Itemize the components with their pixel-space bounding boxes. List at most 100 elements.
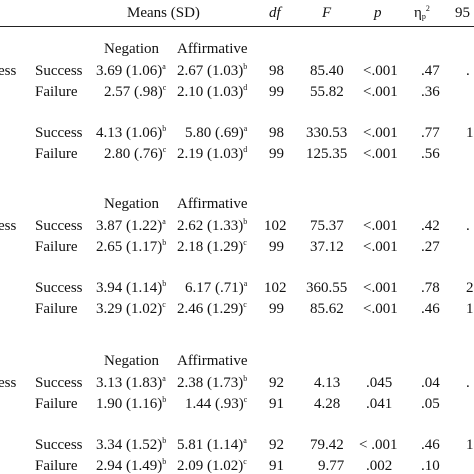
affirmative-value: 5.80 (.69)a bbox=[185, 124, 248, 141]
p-value: <.001 bbox=[363, 218, 398, 234]
affirmative-value: 2.18 (1.29)c bbox=[177, 238, 247, 255]
affirmative-value: 2.09 (1.02)c bbox=[177, 457, 247, 474]
affirmative-value: 6.17 (.71)a bbox=[185, 279, 248, 296]
col-affirmative-label: Affirmative bbox=[177, 353, 248, 369]
df-value: 99 bbox=[269, 146, 284, 162]
negation-value: 4.13 (1.06)b bbox=[96, 124, 167, 141]
eta-value: .05 bbox=[421, 396, 440, 412]
negation-value: 2.80 (.76)c bbox=[104, 145, 167, 162]
p-value: .041 bbox=[366, 396, 393, 412]
ci-value: 1 bbox=[466, 125, 474, 141]
affirmative-value: 1.44 (.93)c bbox=[185, 395, 248, 412]
row-label: Failure bbox=[35, 239, 78, 255]
row-label: Failure bbox=[35, 458, 78, 474]
f-value: 4.28 bbox=[314, 396, 341, 412]
eta-value: .04 bbox=[421, 375, 440, 391]
row-label: Success bbox=[35, 218, 83, 234]
condition-label: ess bbox=[0, 218, 17, 234]
p-value: .002 bbox=[366, 458, 393, 474]
ci-value: 1 bbox=[466, 437, 474, 453]
negation-value: 3.69 (1.06)a bbox=[96, 62, 166, 79]
f-value: 37.12 bbox=[310, 239, 344, 255]
f-value: 55.82 bbox=[310, 84, 344, 100]
p-value: < .001 bbox=[359, 437, 398, 453]
f-value: 360.55 bbox=[306, 280, 348, 296]
df-value: 92 bbox=[269, 375, 284, 391]
header-rule bbox=[0, 26, 474, 27]
df-value: 98 bbox=[269, 125, 284, 141]
eta-value: .36 bbox=[421, 84, 440, 100]
col-affirmative-label: Affirmative bbox=[177, 196, 248, 212]
header-means: Means (SD) bbox=[127, 5, 200, 21]
df-value: 99 bbox=[269, 239, 284, 255]
f-value: 9.77 bbox=[318, 458, 345, 474]
p-value: <.001 bbox=[363, 146, 398, 162]
p-value: <.001 bbox=[363, 84, 398, 100]
df-value: 98 bbox=[269, 63, 284, 79]
df-value: 91 bbox=[269, 396, 284, 412]
ci-value: 2 bbox=[466, 280, 474, 296]
negation-value: 2.94 (1.49)b bbox=[96, 457, 167, 474]
negation-value: 3.29 (1.02)c bbox=[96, 300, 166, 317]
eta-value: .46 bbox=[421, 301, 440, 317]
eta-value: .27 bbox=[421, 239, 440, 255]
row-label: Failure bbox=[35, 301, 78, 317]
affirmative-value: 5.81 (1.14)a bbox=[177, 436, 247, 453]
f-value: 85.40 bbox=[310, 63, 344, 79]
row-label: Failure bbox=[35, 84, 78, 100]
row-label: Success bbox=[35, 63, 83, 79]
header-ci: 95 bbox=[455, 5, 470, 21]
p-value: <.001 bbox=[363, 280, 398, 296]
header-f: F bbox=[322, 5, 332, 21]
affirmative-value: 2.62 (1.33)b bbox=[177, 217, 248, 234]
df-value: 102 bbox=[264, 280, 287, 296]
negation-value: 3.13 (1.83)a bbox=[96, 374, 166, 391]
affirmative-value: 2.10 (1.03)d bbox=[177, 83, 248, 100]
negation-value: 3.34 (1.52)b bbox=[96, 436, 167, 453]
condition-label: ess bbox=[0, 375, 17, 391]
negation-value: 1.90 (1.16)b bbox=[96, 395, 167, 412]
col-negation-label: Negation bbox=[104, 353, 159, 369]
eta-value: .56 bbox=[421, 146, 440, 162]
p-value: <.001 bbox=[363, 63, 398, 79]
p-value: <.001 bbox=[363, 239, 398, 255]
f-value: 79.42 bbox=[310, 437, 344, 453]
df-value: 99 bbox=[269, 84, 284, 100]
negation-value: 2.57 (.98)c bbox=[104, 83, 167, 100]
header-eta: ηp2 bbox=[414, 4, 430, 21]
p-value: <.001 bbox=[363, 301, 398, 317]
col-negation-label: Negation bbox=[104, 41, 159, 57]
p-value: .045 bbox=[366, 375, 393, 391]
header-p: p bbox=[374, 5, 382, 21]
col-negation-label: Negation bbox=[104, 196, 159, 212]
affirmative-value: 2.67 (1.03)b bbox=[177, 62, 248, 79]
eta-value: .42 bbox=[421, 218, 440, 234]
affirmative-value: 2.38 (1.73)b bbox=[177, 374, 248, 391]
f-value: 75.37 bbox=[310, 218, 344, 234]
p-value: <.001 bbox=[363, 125, 398, 141]
df-value: 91 bbox=[269, 458, 284, 474]
f-value: 85.62 bbox=[310, 301, 344, 317]
ci-value: . bbox=[466, 63, 470, 79]
affirmative-value: 2.46 (1.29)c bbox=[177, 300, 247, 317]
ci-value: 1 bbox=[466, 301, 474, 317]
negation-value: 2.65 (1.17)b bbox=[96, 238, 167, 255]
eta-value: .78 bbox=[421, 280, 440, 296]
negation-value: 3.87 (1.22)a bbox=[96, 217, 166, 234]
ci-value: . bbox=[466, 218, 470, 234]
negation-value: 3.94 (1.14)b bbox=[96, 279, 167, 296]
row-label: Failure bbox=[35, 396, 78, 412]
eta-value: .47 bbox=[421, 63, 440, 79]
eta-value: .77 bbox=[421, 125, 440, 141]
condition-label: ess bbox=[0, 63, 17, 79]
eta-value: .46 bbox=[421, 437, 440, 453]
header-df: df bbox=[269, 5, 281, 21]
affirmative-value: 2.19 (1.03)d bbox=[177, 145, 248, 162]
f-value: 125.35 bbox=[306, 146, 348, 162]
row-label: Success bbox=[35, 125, 83, 141]
df-value: 92 bbox=[269, 437, 284, 453]
df-value: 102 bbox=[264, 218, 287, 234]
df-value: 99 bbox=[269, 301, 284, 317]
col-affirmative-label: Affirmative bbox=[177, 41, 248, 57]
row-label: Success bbox=[35, 375, 83, 391]
